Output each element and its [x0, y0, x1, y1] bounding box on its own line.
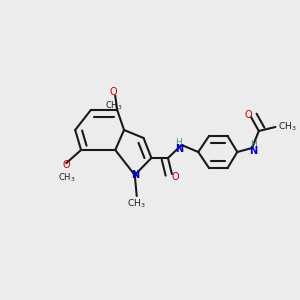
Text: CH$_3$: CH$_3$ — [58, 171, 75, 184]
Text: H: H — [176, 137, 182, 146]
Text: O: O — [172, 172, 179, 182]
Text: O: O — [63, 160, 70, 170]
Text: N: N — [249, 146, 257, 156]
Text: CH$_3$: CH$_3$ — [128, 197, 146, 210]
Text: N: N — [131, 170, 139, 180]
Text: CH$_3$: CH$_3$ — [105, 100, 123, 112]
Text: O: O — [110, 86, 118, 97]
Text: H: H — [250, 140, 257, 149]
Text: O: O — [244, 110, 252, 120]
Text: N: N — [175, 144, 183, 154]
Text: CH$_3$: CH$_3$ — [278, 121, 297, 133]
